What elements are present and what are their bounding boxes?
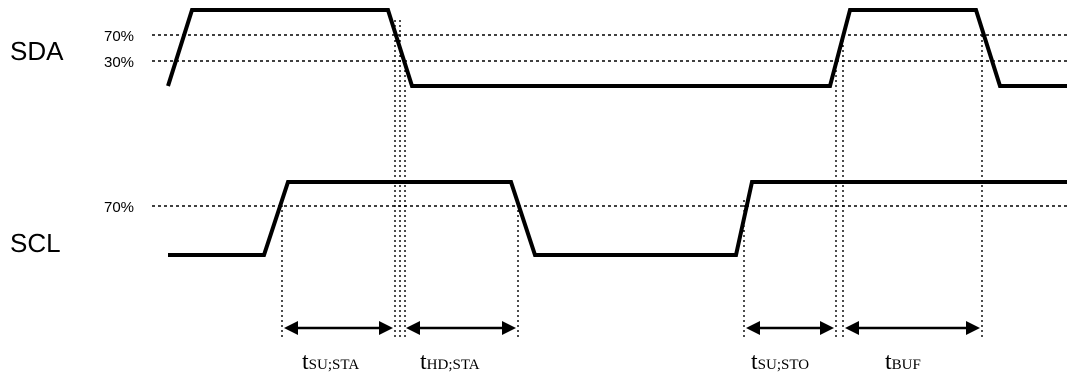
- sda-threshold-30-label: 30%: [104, 54, 134, 71]
- sda-label: SDA: [10, 36, 64, 66]
- scl-waveform: [168, 180, 1067, 257]
- t-su-sto-label: tSU;STO: [751, 349, 809, 375]
- scl-threshold-70-label: 70%: [104, 199, 134, 216]
- t-hd-sta-label: tHD;STA: [420, 349, 480, 375]
- sda-waveform: [166, 8, 1067, 88]
- hd-sta-arrow: [406, 321, 516, 335]
- scl-label: SCL: [10, 228, 61, 258]
- sda-threshold-70-label: 70%: [104, 28, 134, 45]
- buf-arrow: [845, 321, 980, 335]
- timing-guide-lines: [281, 20, 983, 340]
- t-buf-label: tBUF: [885, 349, 921, 375]
- su-sta-arrow: [284, 321, 393, 335]
- su-sto-arrow: [746, 321, 834, 335]
- t-su-sta-label: tSU;STA: [302, 349, 359, 375]
